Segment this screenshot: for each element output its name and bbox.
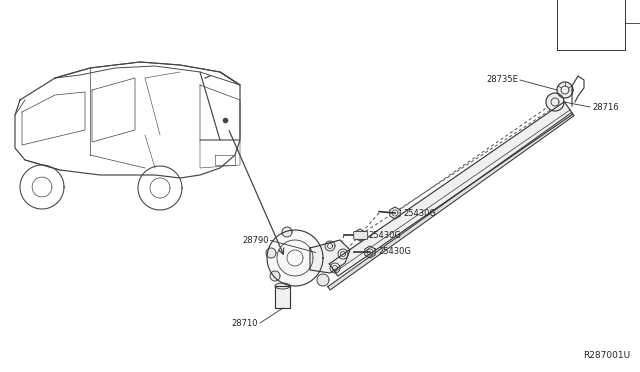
Polygon shape: [310, 240, 350, 273]
Polygon shape: [355, 229, 365, 241]
Ellipse shape: [275, 283, 290, 289]
Text: 25430G: 25430G: [368, 231, 401, 240]
Polygon shape: [330, 102, 573, 276]
Text: 25430G: 25430G: [378, 247, 411, 257]
Polygon shape: [546, 93, 564, 111]
Text: R287001U: R287001U: [583, 351, 630, 360]
Polygon shape: [365, 246, 375, 258]
Polygon shape: [267, 230, 323, 286]
Polygon shape: [317, 274, 329, 286]
Polygon shape: [557, 82, 573, 98]
Text: 28710: 28710: [232, 318, 258, 327]
Polygon shape: [390, 207, 400, 219]
FancyBboxPatch shape: [354, 231, 368, 239]
Text: 28790: 28790: [242, 236, 269, 245]
Polygon shape: [325, 241, 335, 251]
Text: 28735E: 28735E: [486, 76, 518, 84]
Polygon shape: [330, 263, 340, 273]
Polygon shape: [338, 249, 348, 259]
Polygon shape: [328, 112, 574, 290]
Polygon shape: [275, 286, 290, 308]
Text: 25430G: 25430G: [403, 208, 436, 218]
Polygon shape: [270, 271, 280, 281]
Text: 28716: 28716: [592, 103, 619, 112]
Polygon shape: [282, 227, 292, 237]
Polygon shape: [266, 248, 276, 258]
